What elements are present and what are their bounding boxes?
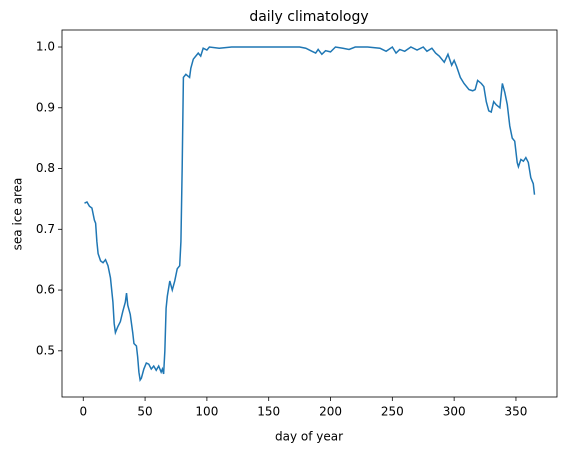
x-tick-label: 50 [137,405,152,419]
y-tick-label: 0.7 [36,222,55,236]
y-tick-label: 0.6 [36,283,55,297]
y-tick-label: 0.5 [36,343,55,357]
axes-frame [61,29,558,398]
x-tick-label: 350 [505,405,528,419]
y-tick-label: 0.8 [36,161,55,175]
y-tick-label: 0.9 [36,100,55,114]
x-tick-label: 0 [79,405,87,419]
y-tick-label: 1.0 [36,40,55,54]
data-line [84,45,536,382]
x-tick-label: 150 [257,405,280,419]
x-tick-label: 250 [381,405,404,419]
chart-title: daily climatology [249,9,368,25]
x-axis-label: day of year [275,430,343,444]
x-tick-label: 100 [195,405,218,419]
y-axis-label: sea ice area [11,178,25,251]
x-tick-label: 300 [443,405,466,419]
x-tick-label: 200 [319,405,342,419]
